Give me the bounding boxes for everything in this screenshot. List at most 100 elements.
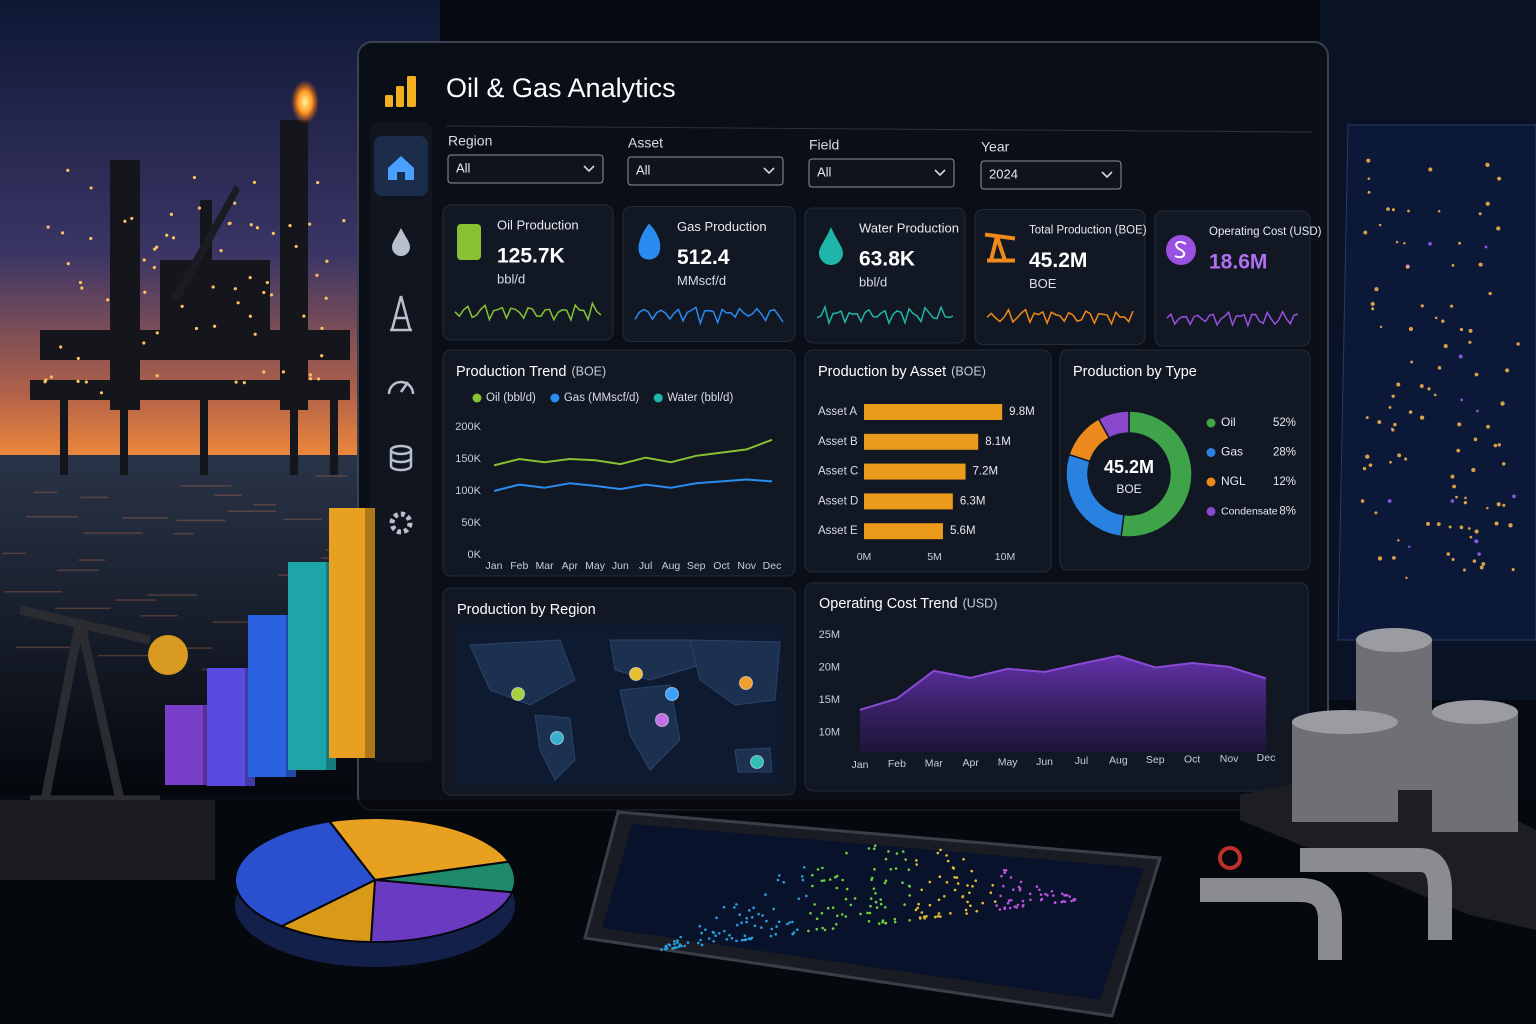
map-light: [1500, 401, 1505, 406]
map-light: [1478, 262, 1483, 267]
tablet-data-point: [901, 881, 904, 884]
map-light: [1450, 499, 1455, 503]
tablet-data-point: [788, 921, 791, 924]
drop-icon[interactable]: [392, 228, 410, 256]
home-icon[interactable]: [388, 156, 414, 180]
tablet-data-point: [969, 904, 972, 907]
filter-dropdown[interactable]: All: [447, 154, 604, 184]
rig-structure: [40, 330, 350, 360]
dropdown-box[interactable]: [627, 156, 784, 186]
filter-dropdown[interactable]: 2024: [980, 160, 1122, 190]
tablet-data-point: [879, 902, 883, 906]
tablet-data-point: [920, 888, 923, 892]
decor-3d-bar: [207, 668, 255, 786]
tablet-data-point: [735, 923, 739, 927]
rig-light: [44, 378, 48, 382]
legend-marker: [653, 393, 663, 403]
dropdown-chevron[interactable]: [583, 165, 595, 173]
sea-reflection: [315, 475, 348, 477]
continent: [689, 639, 781, 706]
tablet-data-point: [733, 906, 736, 909]
filter-dropdown[interactable]: All: [808, 158, 955, 188]
tablet-data-point: [760, 926, 763, 929]
tablet-data-point: [671, 947, 674, 950]
map-light: [1497, 443, 1501, 447]
rig-light: [165, 233, 169, 237]
logo-bar: [396, 86, 404, 107]
tablet-data-point: [801, 878, 805, 882]
tank-body: [1432, 712, 1518, 832]
tablet-data-point: [964, 908, 968, 912]
tablet-data-point: [772, 907, 775, 911]
tablet-data-point: [845, 851, 848, 855]
tank-top: [1356, 628, 1432, 652]
legend-marker: [1206, 448, 1216, 457]
series-line: [493, 478, 773, 492]
map-light: [1387, 499, 1392, 503]
map-light: [1481, 562, 1486, 566]
rig-light: [180, 304, 184, 308]
tablet-data-point: [745, 938, 748, 941]
sea-reflection: [213, 494, 243, 496]
tablet-data-point: [786, 922, 789, 926]
tablet-data-point: [1046, 894, 1049, 897]
db-icon[interactable]: [389, 444, 413, 472]
map-light: [1493, 443, 1498, 448]
map-light: [1370, 301, 1375, 307]
logo-bar: [407, 76, 416, 107]
tablet-data-point: [667, 943, 670, 946]
kpi-unit: BOE: [1029, 276, 1057, 291]
dropdown-chevron[interactable]: [763, 167, 775, 175]
sea-reflection: [78, 559, 106, 561]
settings-icon[interactable]: [389, 511, 413, 535]
tablet-data-point: [867, 920, 871, 923]
dropdown-chevron[interactable]: [1101, 171, 1113, 179]
tablet-data-point: [747, 909, 751, 912]
dropdown-box[interactable]: [980, 160, 1122, 190]
tablet-data-point: [903, 903, 906, 906]
tablet-data-point: [698, 924, 701, 928]
rig-light: [265, 280, 269, 285]
tablet-data-point: [834, 875, 837, 879]
tablet-data-point: [1053, 901, 1057, 904]
dropdown-chevron[interactable]: [934, 169, 946, 177]
tablet-data-point: [777, 920, 781, 924]
rig-light: [99, 391, 104, 395]
rig-icon[interactable]: [390, 295, 412, 332]
map-marker: [550, 731, 564, 745]
filter-dropdown[interactable]: All: [627, 156, 784, 186]
tablet-data-point: [845, 887, 849, 891]
pumpjack: [18, 605, 200, 855]
y-tick-label: Asset A: [818, 406, 857, 418]
map-light: [1458, 354, 1463, 359]
kpi-value: 18.6M: [1209, 251, 1267, 274]
rig-light: [66, 168, 70, 172]
dropdown-value: All: [456, 160, 471, 175]
tablet-data-point: [953, 888, 957, 892]
map-light: [1467, 527, 1471, 530]
tablet-data-point: [868, 911, 872, 915]
rig-light: [228, 221, 232, 225]
tablet-data-point: [981, 901, 984, 905]
map-light: [1468, 340, 1472, 344]
dropdown-box[interactable]: [447, 154, 604, 184]
tablet-data-point: [712, 931, 715, 934]
map-light: [1371, 307, 1375, 311]
map-light: [1476, 409, 1479, 413]
map-light: [1488, 291, 1492, 296]
y-tick-label: 0K: [468, 549, 482, 561]
filter-label: Asset: [628, 135, 663, 151]
decor-3d-bar: [288, 562, 336, 770]
map-light: [1459, 327, 1464, 332]
tablet-data-point: [1035, 885, 1039, 888]
tablet-data-point: [831, 906, 835, 909]
tablet-data-point: [700, 943, 704, 947]
gauge-icon[interactable]: [387, 380, 415, 395]
dropdown-value: All: [636, 162, 651, 177]
dropdown-box[interactable]: [808, 158, 955, 188]
map-light: [1397, 539, 1400, 542]
tablet-data-point: [928, 903, 932, 907]
map-light: [1403, 242, 1406, 245]
tablet-data-point: [870, 876, 874, 880]
x-tick-label: 5M: [927, 551, 942, 563]
